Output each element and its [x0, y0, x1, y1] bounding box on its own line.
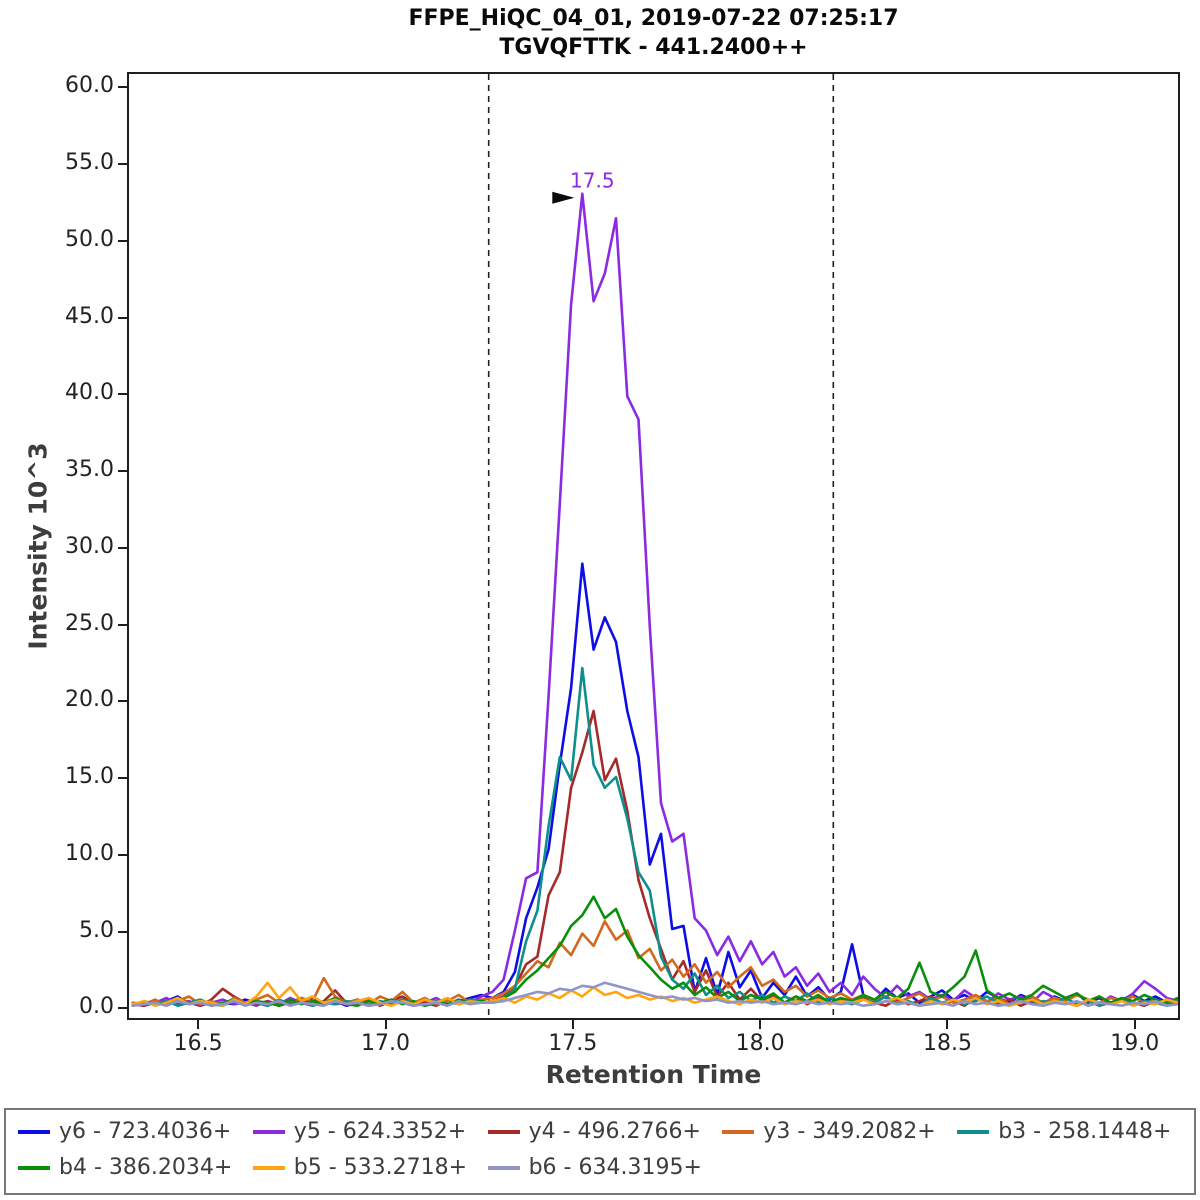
legend-line-swatch: [487, 1129, 520, 1134]
legend-line-swatch: [252, 1165, 285, 1170]
legend-label: b3 - 258.1448+: [998, 1119, 1172, 1144]
chart-title-line1: FFPE_HiQC_04_01, 2019-07-22 07:25:17: [408, 6, 899, 31]
trace-b4: [131, 895, 1178, 1008]
x-tick-mark: [384, 1020, 387, 1029]
y-tick-mark: [118, 1007, 127, 1010]
legend-line-swatch: [487, 1165, 520, 1170]
legend-item-y5: y5 - 624.3352+: [252, 1119, 484, 1144]
chart-title: FFPE_HiQC_04_01, 2019-07-22 07:25:17 TGV…: [127, 5, 1180, 62]
legend-item-b4: b4 - 386.2034+: [18, 1155, 249, 1180]
x-tick-mark: [946, 1020, 949, 1029]
x-tick-mark: [571, 1020, 574, 1029]
legend-label: b4 - 386.2034+: [59, 1155, 233, 1180]
legend-item-b5: b5 - 533.2718+: [252, 1155, 484, 1180]
x-tick-label: 19.0: [1110, 1031, 1160, 1056]
legend-line-swatch: [957, 1129, 990, 1134]
y-tick-label: 55.0: [65, 150, 114, 176]
y-tick-label: 35.0: [65, 457, 114, 483]
y-tick-label: 40.0: [65, 380, 114, 406]
y-tick-mark: [118, 393, 127, 396]
legend-line-swatch: [18, 1165, 50, 1170]
y-tick-label: 10.0: [65, 840, 114, 866]
peak-arrow-icon: [552, 191, 575, 204]
legend-item-b6: b6 - 634.3195+: [487, 1155, 719, 1180]
x-axis-title: Retention Time: [545, 1060, 762, 1089]
y-tick-mark: [118, 86, 127, 89]
y-tick-label: 0.0: [79, 994, 114, 1020]
legend-label: y3 - 349.2082+: [763, 1119, 936, 1144]
legend-item-y4: y4 - 496.2766+: [487, 1119, 719, 1144]
y-tick-label: 60.0: [65, 73, 114, 99]
y-tick-label: 45.0: [65, 303, 114, 329]
legend-item-y3: y3 - 349.2082+: [722, 1119, 953, 1144]
y-tick-mark: [118, 777, 127, 780]
legend-label: b6 - 634.3195+: [528, 1155, 702, 1180]
y-tick-mark: [118, 316, 127, 319]
x-tick-label: 18.0: [735, 1031, 785, 1056]
y-tick-mark: [118, 700, 127, 703]
x-tick-label: 18.5: [922, 1031, 972, 1056]
x-tick-label: 17.0: [361, 1031, 410, 1056]
y-tick-label: 15.0: [65, 764, 114, 790]
y-tick-mark: [118, 930, 127, 933]
x-tick-label: 16.5: [173, 1031, 223, 1056]
legend-item-b3: b3 - 258.1448+: [957, 1119, 1188, 1144]
y-tick-label: 50.0: [65, 226, 114, 252]
x-tick-mark: [1133, 1020, 1136, 1029]
y-tick-mark: [118, 163, 127, 166]
y-tick-mark: [118, 470, 127, 473]
legend-line-swatch: [18, 1129, 50, 1134]
y-tick-mark: [118, 239, 127, 242]
y-tick-mark: [118, 546, 127, 549]
trace-y6: [131, 562, 1178, 1008]
x-tick-mark: [197, 1020, 200, 1029]
trace-y5: [131, 192, 1178, 1008]
legend-item-y6: y6 - 723.4036+: [18, 1119, 249, 1144]
legend-label: y5 - 624.3352+: [293, 1119, 467, 1144]
legend-line-swatch: [722, 1129, 755, 1134]
trace-b5: [131, 981, 1178, 1008]
x-tick-mark: [759, 1020, 762, 1029]
y-tick-label: 20.0: [65, 687, 114, 713]
y-tick-label: 30.0: [65, 533, 114, 559]
y-tick-mark: [118, 853, 127, 856]
legend-label: b5 - 533.2718+: [293, 1155, 468, 1180]
y-tick-label: 25.0: [65, 610, 114, 636]
y-tick-mark: [118, 623, 127, 626]
chart-title-line2: TGVQFTTK - 441.2400++: [499, 34, 808, 60]
peak-rt-annotation: 17.5: [570, 169, 615, 193]
x-tick-label: 17.5: [548, 1031, 598, 1056]
legend: y6 - 723.4036+ y5 - 624.3352+ y4 - 496.276…: [4, 1108, 1196, 1195]
legend-label: y6 - 723.4036+: [59, 1119, 232, 1144]
y-tick-label: 5.0: [79, 917, 114, 943]
trace-b6: [131, 981, 1178, 1008]
legend-line-swatch: [252, 1129, 285, 1134]
chromatogram-svg[interactable]: 17.5: [129, 74, 1178, 1018]
legend-label: y4 - 496.2766+: [528, 1119, 701, 1144]
plot-area[interactable]: 17.5: [127, 72, 1180, 1020]
